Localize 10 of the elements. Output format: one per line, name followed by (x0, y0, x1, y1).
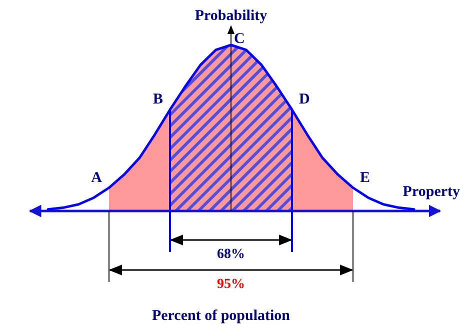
annotation: D (299, 92, 310, 108)
text: Percent of population (152, 308, 291, 324)
text: 95% (217, 277, 245, 292)
x-axis-title: Property (402, 184, 460, 200)
y-axis-title: Probability (194, 8, 268, 24)
annotation: A (91, 170, 102, 186)
annotation: C (234, 31, 245, 47)
text: 68% (217, 247, 245, 262)
annotation: E (360, 170, 370, 186)
annotation: B (152, 92, 163, 108)
